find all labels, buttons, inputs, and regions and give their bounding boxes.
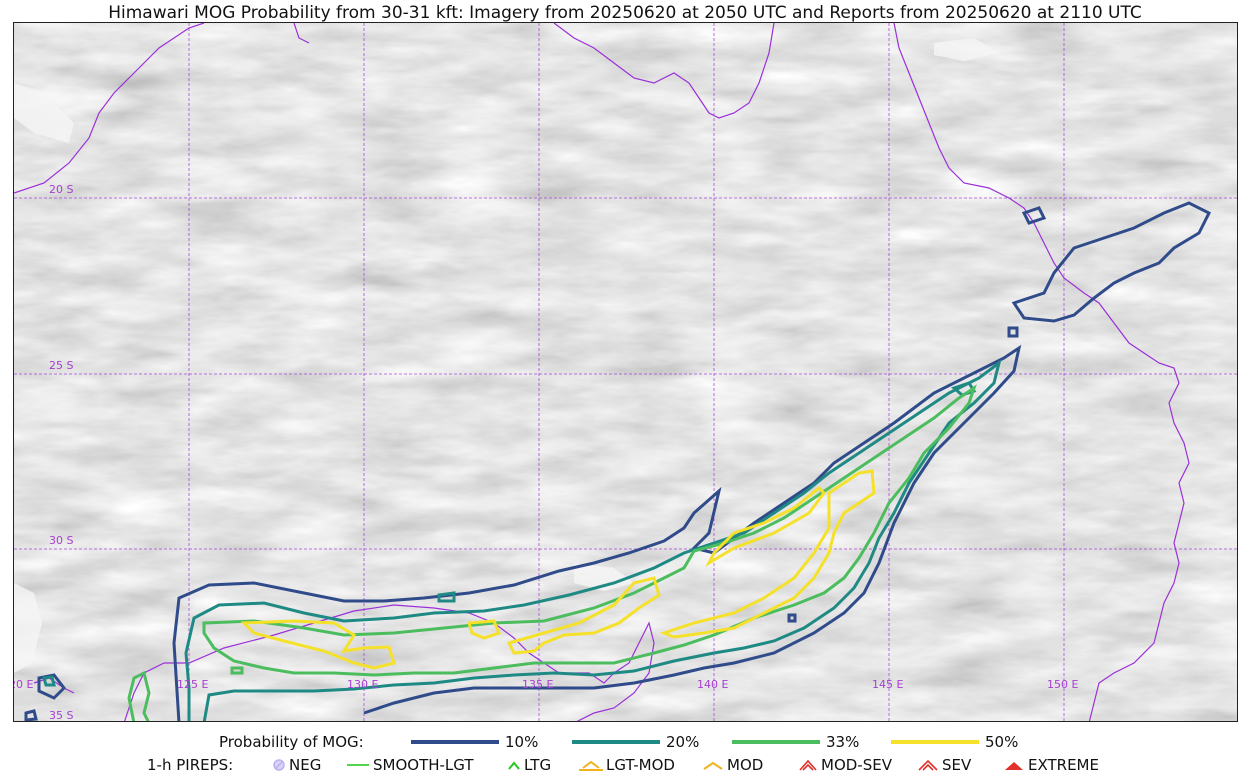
pirep-label-extreme: EXTREME	[1028, 756, 1099, 774]
extreme-filled-caret-icon	[1005, 762, 1023, 770]
pireps-legend-label: 1-h PIREPS:	[147, 756, 234, 774]
pirep-label-smooth-lgt: SMOOTH-LGT	[373, 756, 474, 774]
pirep-item-neg: NEG	[272, 756, 321, 774]
mod-caret-icon	[703, 761, 723, 770]
ltg-caret-icon	[508, 761, 520, 770]
probability-legend-row: Probability of MOG: 10% 20% 33% 50%	[0, 733, 1250, 755]
smooth-lgt-line-icon	[347, 764, 369, 766]
pirep-item-extreme: EXTREME	[1003, 756, 1099, 774]
pirep-label-neg: NEG	[289, 756, 322, 774]
lon-label-135e: 135 E	[522, 678, 554, 691]
legend-label-50: 50%	[985, 733, 1019, 751]
pirep-label-lgt-mod: LGT-MOD	[606, 756, 675, 774]
lon-label-125e: 125 E	[177, 678, 209, 691]
pirep-label-ltg: LTG	[524, 756, 552, 774]
pirep-item-mod-sev: MOD-SEV	[798, 756, 892, 774]
swatch-50-icon	[891, 740, 979, 744]
legend-label-10: 10%	[505, 733, 539, 751]
pirep-label-mod: MOD	[727, 756, 764, 774]
lat-label-25s: 25 S	[49, 359, 74, 372]
pirep-item-smooth-lgt: SMOOTH-LGT	[347, 756, 474, 774]
lon-label-120e: 120 E	[14, 678, 34, 691]
lon-label-150e: 150 E	[1047, 678, 1079, 691]
legend-label-33: 33%	[826, 733, 860, 751]
swatch-10-icon	[411, 740, 499, 744]
lon-label-145e: 145 E	[872, 678, 904, 691]
legend-item-50: 50%	[891, 733, 1018, 751]
pireps-legend-row: 1-h PIREPS: NEG SMOOTH-LGT LTG LGT-MOD M…	[0, 756, 1250, 778]
swatch-20-icon	[572, 740, 660, 744]
pirep-label-sev: SEV	[942, 756, 972, 774]
mod-sev-double-caret-icon	[799, 759, 817, 771]
pirep-item-mod: MOD	[702, 756, 763, 774]
contour-50-percent	[240, 469, 876, 670]
probability-legend-label: Probability of MOG:	[219, 733, 364, 751]
bright-cloud-patches	[14, 38, 999, 673]
swatch-33-icon	[732, 740, 820, 744]
map-gridlines	[14, 23, 1237, 721]
pirep-item-sev: SEV	[917, 756, 971, 774]
legend-item-20: 20%	[572, 733, 699, 751]
legend-label-20: 20%	[666, 733, 700, 751]
chart-title: Himawari MOG Probability from 30-31 kft:…	[108, 3, 1142, 23]
pirep-item-lgt-mod: LGT-MOD	[579, 756, 675, 774]
lat-label-35s: 35 S	[49, 709, 74, 722]
lon-label-140e: 140 E	[697, 678, 729, 691]
neg-circle-icon	[273, 759, 285, 771]
lat-label-20s: 20 S	[49, 183, 74, 196]
legend-item-10: 10%	[411, 733, 538, 751]
lgt-mod-caret-bar-icon	[579, 760, 603, 771]
sev-double-caret-icon	[918, 759, 938, 771]
map-canvas	[14, 23, 1237, 721]
contour-33-percent	[127, 384, 977, 721]
lon-label-130e: 130 E	[347, 678, 379, 691]
lat-label-30s: 30 S	[49, 534, 74, 547]
coastlines	[14, 23, 1190, 721]
pirep-label-mod-sev: MOD-SEV	[821, 756, 892, 774]
satellite-map[interactable]: 20 S 25 S 30 S 35 S 120 E 125 E 130 E 13…	[13, 22, 1238, 722]
pirep-item-ltg: LTG	[507, 756, 551, 774]
legend-item-33: 33%	[732, 733, 859, 751]
